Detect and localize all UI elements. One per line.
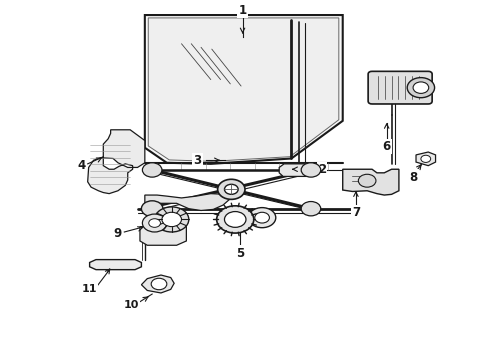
Circle shape bbox=[162, 212, 181, 226]
Circle shape bbox=[301, 163, 321, 177]
Polygon shape bbox=[279, 164, 318, 176]
Circle shape bbox=[248, 208, 276, 228]
Polygon shape bbox=[90, 260, 142, 270]
Circle shape bbox=[301, 202, 321, 216]
Text: 4: 4 bbox=[77, 159, 85, 172]
Circle shape bbox=[224, 212, 246, 227]
Text: 8: 8 bbox=[410, 171, 417, 184]
Circle shape bbox=[151, 278, 167, 290]
Text: 7: 7 bbox=[352, 206, 360, 219]
Circle shape bbox=[407, 78, 435, 98]
FancyBboxPatch shape bbox=[368, 71, 432, 104]
Text: 11: 11 bbox=[82, 284, 98, 294]
Polygon shape bbox=[140, 226, 186, 245]
Text: 9: 9 bbox=[114, 227, 122, 240]
Circle shape bbox=[149, 219, 160, 227]
Polygon shape bbox=[88, 130, 145, 194]
Text: 3: 3 bbox=[194, 154, 202, 167]
Circle shape bbox=[142, 201, 163, 217]
Polygon shape bbox=[416, 152, 436, 166]
Polygon shape bbox=[343, 169, 399, 195]
Text: 1: 1 bbox=[239, 4, 246, 17]
Polygon shape bbox=[142, 275, 174, 293]
Text: 6: 6 bbox=[383, 140, 391, 153]
Text: 5: 5 bbox=[236, 247, 244, 260]
Text: 10: 10 bbox=[124, 300, 139, 310]
Circle shape bbox=[155, 207, 189, 232]
Circle shape bbox=[143, 214, 167, 232]
Circle shape bbox=[255, 212, 270, 223]
Polygon shape bbox=[145, 15, 343, 164]
Circle shape bbox=[217, 206, 254, 233]
Circle shape bbox=[413, 82, 429, 93]
Circle shape bbox=[224, 184, 238, 194]
Polygon shape bbox=[148, 18, 339, 161]
Circle shape bbox=[358, 174, 376, 187]
Circle shape bbox=[143, 163, 162, 177]
Text: 2: 2 bbox=[318, 163, 326, 176]
Polygon shape bbox=[145, 194, 230, 211]
Circle shape bbox=[421, 155, 431, 162]
Circle shape bbox=[218, 179, 245, 199]
